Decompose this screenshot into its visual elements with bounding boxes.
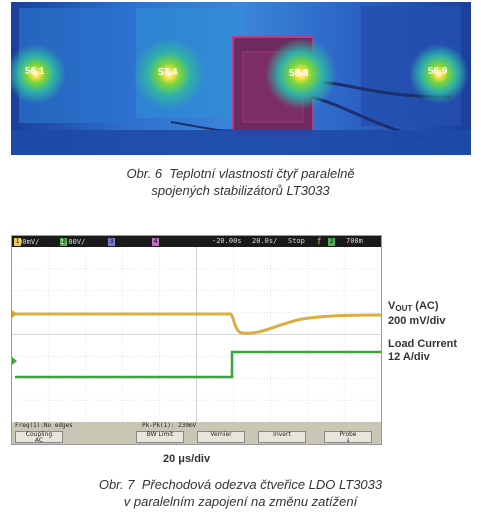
ch2-scale: 1.00V/ xyxy=(60,238,86,246)
channel-badge: 3 xyxy=(108,238,115,246)
scope-waveform-area xyxy=(12,247,381,422)
caption-lead: Obr. 6 xyxy=(126,166,163,181)
temp-label: 57.4 xyxy=(158,67,178,78)
invert-softkey[interactable]: Invert xyxy=(258,431,306,443)
trigger-level: 700m xyxy=(346,237,363,245)
softkey-value: ↓ xyxy=(345,437,351,444)
run-state: Stop xyxy=(288,237,305,245)
caption-line: spojených stabilizátorů LT3033 xyxy=(151,183,330,198)
caption-line: Přechodová odezva čtveřice LDO LT3033 xyxy=(141,477,383,492)
scope-softkey-bar: Freq(1):No edges Pk-Pk(1): 230mV Couplin… xyxy=(12,422,381,444)
load-label-text: Load Current xyxy=(388,338,458,350)
softkey-label: Probe xyxy=(339,431,357,438)
vout-scale: 200 mV/div xyxy=(388,315,446,327)
thermal-image: 56.1 57.4 58.8 56.9 xyxy=(11,2,471,155)
temp-label: 58.8 xyxy=(289,68,309,79)
vernier-softkey[interactable]: Vernier xyxy=(197,431,245,443)
delay-readout: -20.00s xyxy=(212,237,242,245)
temp-label: 56.9 xyxy=(428,66,448,77)
vout-symbol: V xyxy=(388,300,396,312)
ch1-scale: 200mV/ xyxy=(14,238,40,246)
softkey-label: BW Limit xyxy=(146,431,174,438)
softkey-value: AC xyxy=(34,437,44,444)
oscilloscope-screenshot: 1 200mV/ 2 1.00V/ 3 4 -20.00s 20.0s/ Stop … xyxy=(11,235,382,445)
softkey-label: Coupling xyxy=(25,431,53,438)
scope-status-line: Freq(1):No edges Pk-Pk(1): 230mV xyxy=(12,422,381,430)
channel-badge: 1 xyxy=(14,238,21,246)
pkpk-readout: Pk-Pk(1): 230mV xyxy=(142,422,197,429)
freq-readout: Freq(1):No edges xyxy=(15,422,73,429)
caption-line: Teplotní vlastnosti čtyř paralelně xyxy=(169,166,355,181)
vout-label: VOUT (AC) 200 mV/div xyxy=(388,300,445,328)
probe-softkey[interactable]: Probe ↓ xyxy=(324,431,372,444)
channel-badge: 2 xyxy=(328,238,335,246)
vout-subscript: OUT xyxy=(395,304,413,313)
softkey-label: Vernier xyxy=(210,431,232,438)
timebase-readout: 20.0s/ xyxy=(252,237,278,245)
caption-line: v paralelním zapojení na změnu zatížení xyxy=(123,494,358,509)
caption-lead: Obr. 7 xyxy=(98,477,135,492)
vout-suffix: (AC) xyxy=(412,300,439,312)
channel-badge: 2 xyxy=(60,238,67,246)
temp-label: 56.1 xyxy=(25,66,45,77)
load-scale: 12 A/div xyxy=(388,351,430,363)
softkey-label: Invert xyxy=(273,431,291,438)
time-per-division: 20 μs/div xyxy=(163,453,211,465)
channel-badge: 4 xyxy=(152,238,159,246)
figure-6-caption: Obr. 6 Teplotní vlastnosti čtyř paraleln… xyxy=(0,165,481,199)
load-current-label: Load Current 12 A/div xyxy=(388,338,457,364)
coupling-softkey[interactable]: Coupling AC xyxy=(15,431,63,444)
bw-limit-softkey[interactable]: BW Limit xyxy=(136,431,184,443)
scope-top-bar: 1 200mV/ 2 1.00V/ 3 4 -20.00s 20.0s/ Stop … xyxy=(12,236,381,247)
figure-7-caption: Obr. 7 Přechodová odezva čtveřice LDO LT… xyxy=(0,476,481,510)
